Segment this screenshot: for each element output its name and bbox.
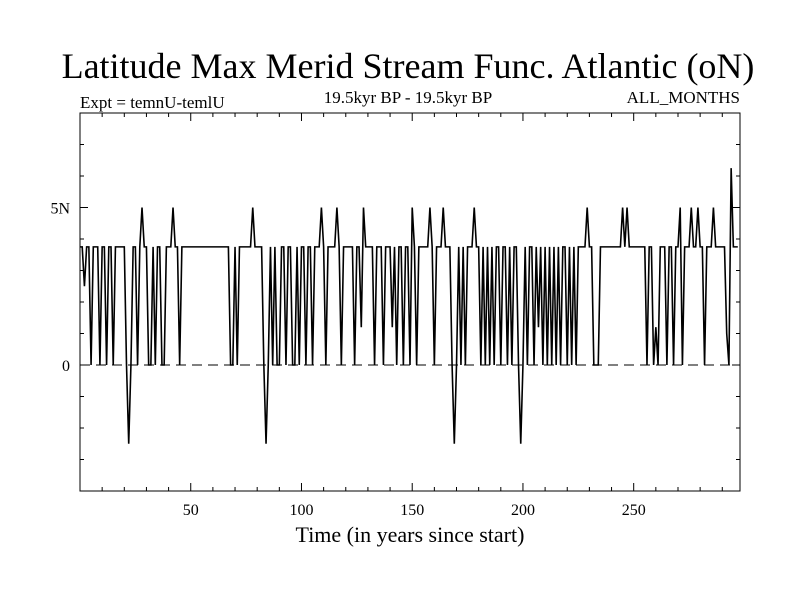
chart-title: Latitude Max Merid Stream Func. Atlantic… (62, 46, 755, 86)
y-tick-label: 5N (50, 201, 70, 218)
experiment-label: Expt = temnU-temlU (80, 93, 225, 112)
x-axis-label: Time (in years since start) (296, 522, 525, 547)
x-tick-label: 50 (183, 502, 199, 519)
x-tick-label: 150 (400, 502, 424, 519)
x-tick-label: 250 (622, 502, 646, 519)
x-tick-label: 200 (511, 502, 535, 519)
y-tick-label: 0 (62, 358, 70, 375)
months-label: ALL_MONTHS (627, 88, 740, 107)
series-line (80, 168, 738, 444)
y-axis: 0 5N (50, 144, 740, 460)
x-axis: 50 100 150 200 250 (101, 113, 723, 519)
time-range-label: 19.5kyr BP - 19.5kyr BP (324, 88, 492, 107)
x-tick-label: 100 (289, 502, 313, 519)
